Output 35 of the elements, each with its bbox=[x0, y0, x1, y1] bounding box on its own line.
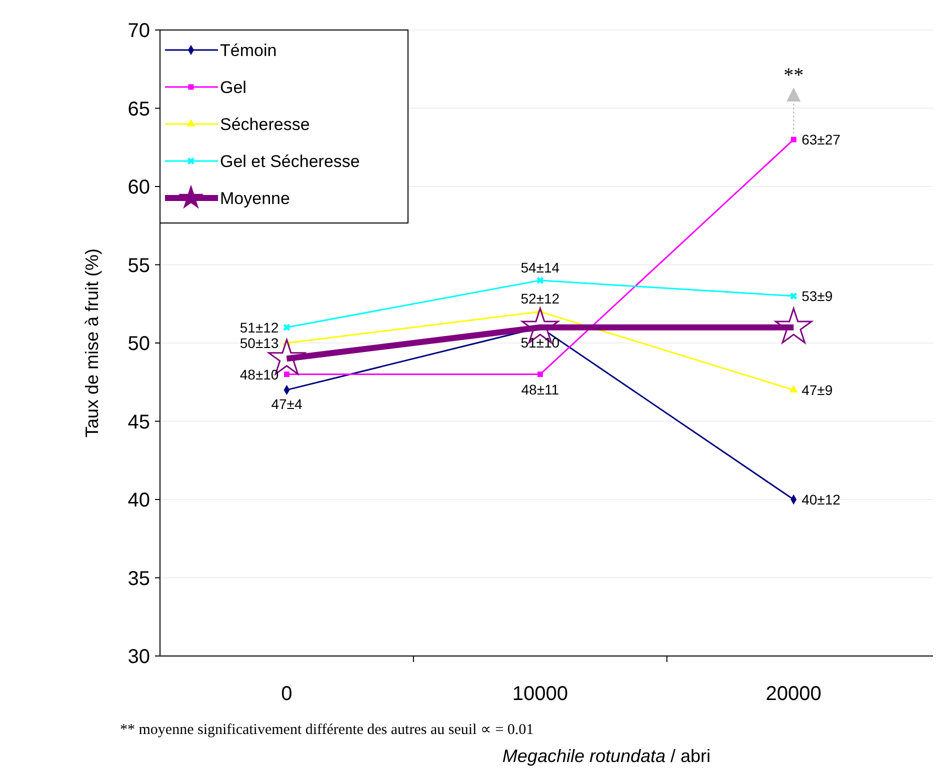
y-tick-label: 30 bbox=[128, 646, 150, 668]
x-tick-label: 0 bbox=[281, 683, 292, 705]
x-tick-label: 10000 bbox=[512, 683, 568, 705]
text: ** moyenne significativement différente des autres au seuil ∝ = 0.01 bbox=[120, 722, 534, 738]
data-label: 47±9 bbox=[802, 382, 833, 398]
data-label: 40±12 bbox=[802, 492, 841, 508]
data-label: 54±14 bbox=[520, 259, 560, 276]
y-tick-label: 65 bbox=[128, 98, 150, 120]
x-tick-label: 20000 bbox=[766, 683, 822, 705]
data-label: 51±10 bbox=[520, 334, 560, 350]
data-label: 50±13 bbox=[240, 335, 279, 351]
y-tick-label: 45 bbox=[128, 411, 150, 434]
annotation: ** bbox=[784, 64, 804, 87]
legend-label: Moyenne bbox=[220, 189, 290, 208]
y-tick-label: 60 bbox=[128, 176, 150, 198]
data-label: 48±10 bbox=[240, 366, 279, 382]
y-tick-label: 50 bbox=[128, 333, 150, 355]
data-label: 48±11 bbox=[521, 381, 560, 398]
legend-label: Sécheresse bbox=[220, 115, 310, 134]
data-label: 63±27 bbox=[802, 132, 841, 148]
data-label: 53±9 bbox=[802, 288, 833, 304]
data-label: 52±12 bbox=[520, 290, 560, 307]
point bbox=[789, 385, 798, 392]
legend-label: Gel et Sécheresse bbox=[220, 152, 360, 171]
y-tick-label: 40 bbox=[128, 490, 150, 512]
y-tick-label: 55 bbox=[128, 254, 150, 277]
data-label: 47±4 bbox=[271, 396, 302, 412]
x-axis-title: Megachile rotundata / abri bbox=[502, 746, 711, 766]
y-tick-label: 70 bbox=[128, 20, 150, 42]
y-tick-label: 35 bbox=[128, 568, 150, 590]
y-axis-title: Taux de mise à fruit (%) bbox=[82, 248, 102, 438]
data-label: 51±12 bbox=[240, 319, 279, 336]
legend-label: Témoin bbox=[220, 41, 277, 60]
legend-label: Gel bbox=[220, 78, 246, 97]
point bbox=[790, 292, 798, 300]
